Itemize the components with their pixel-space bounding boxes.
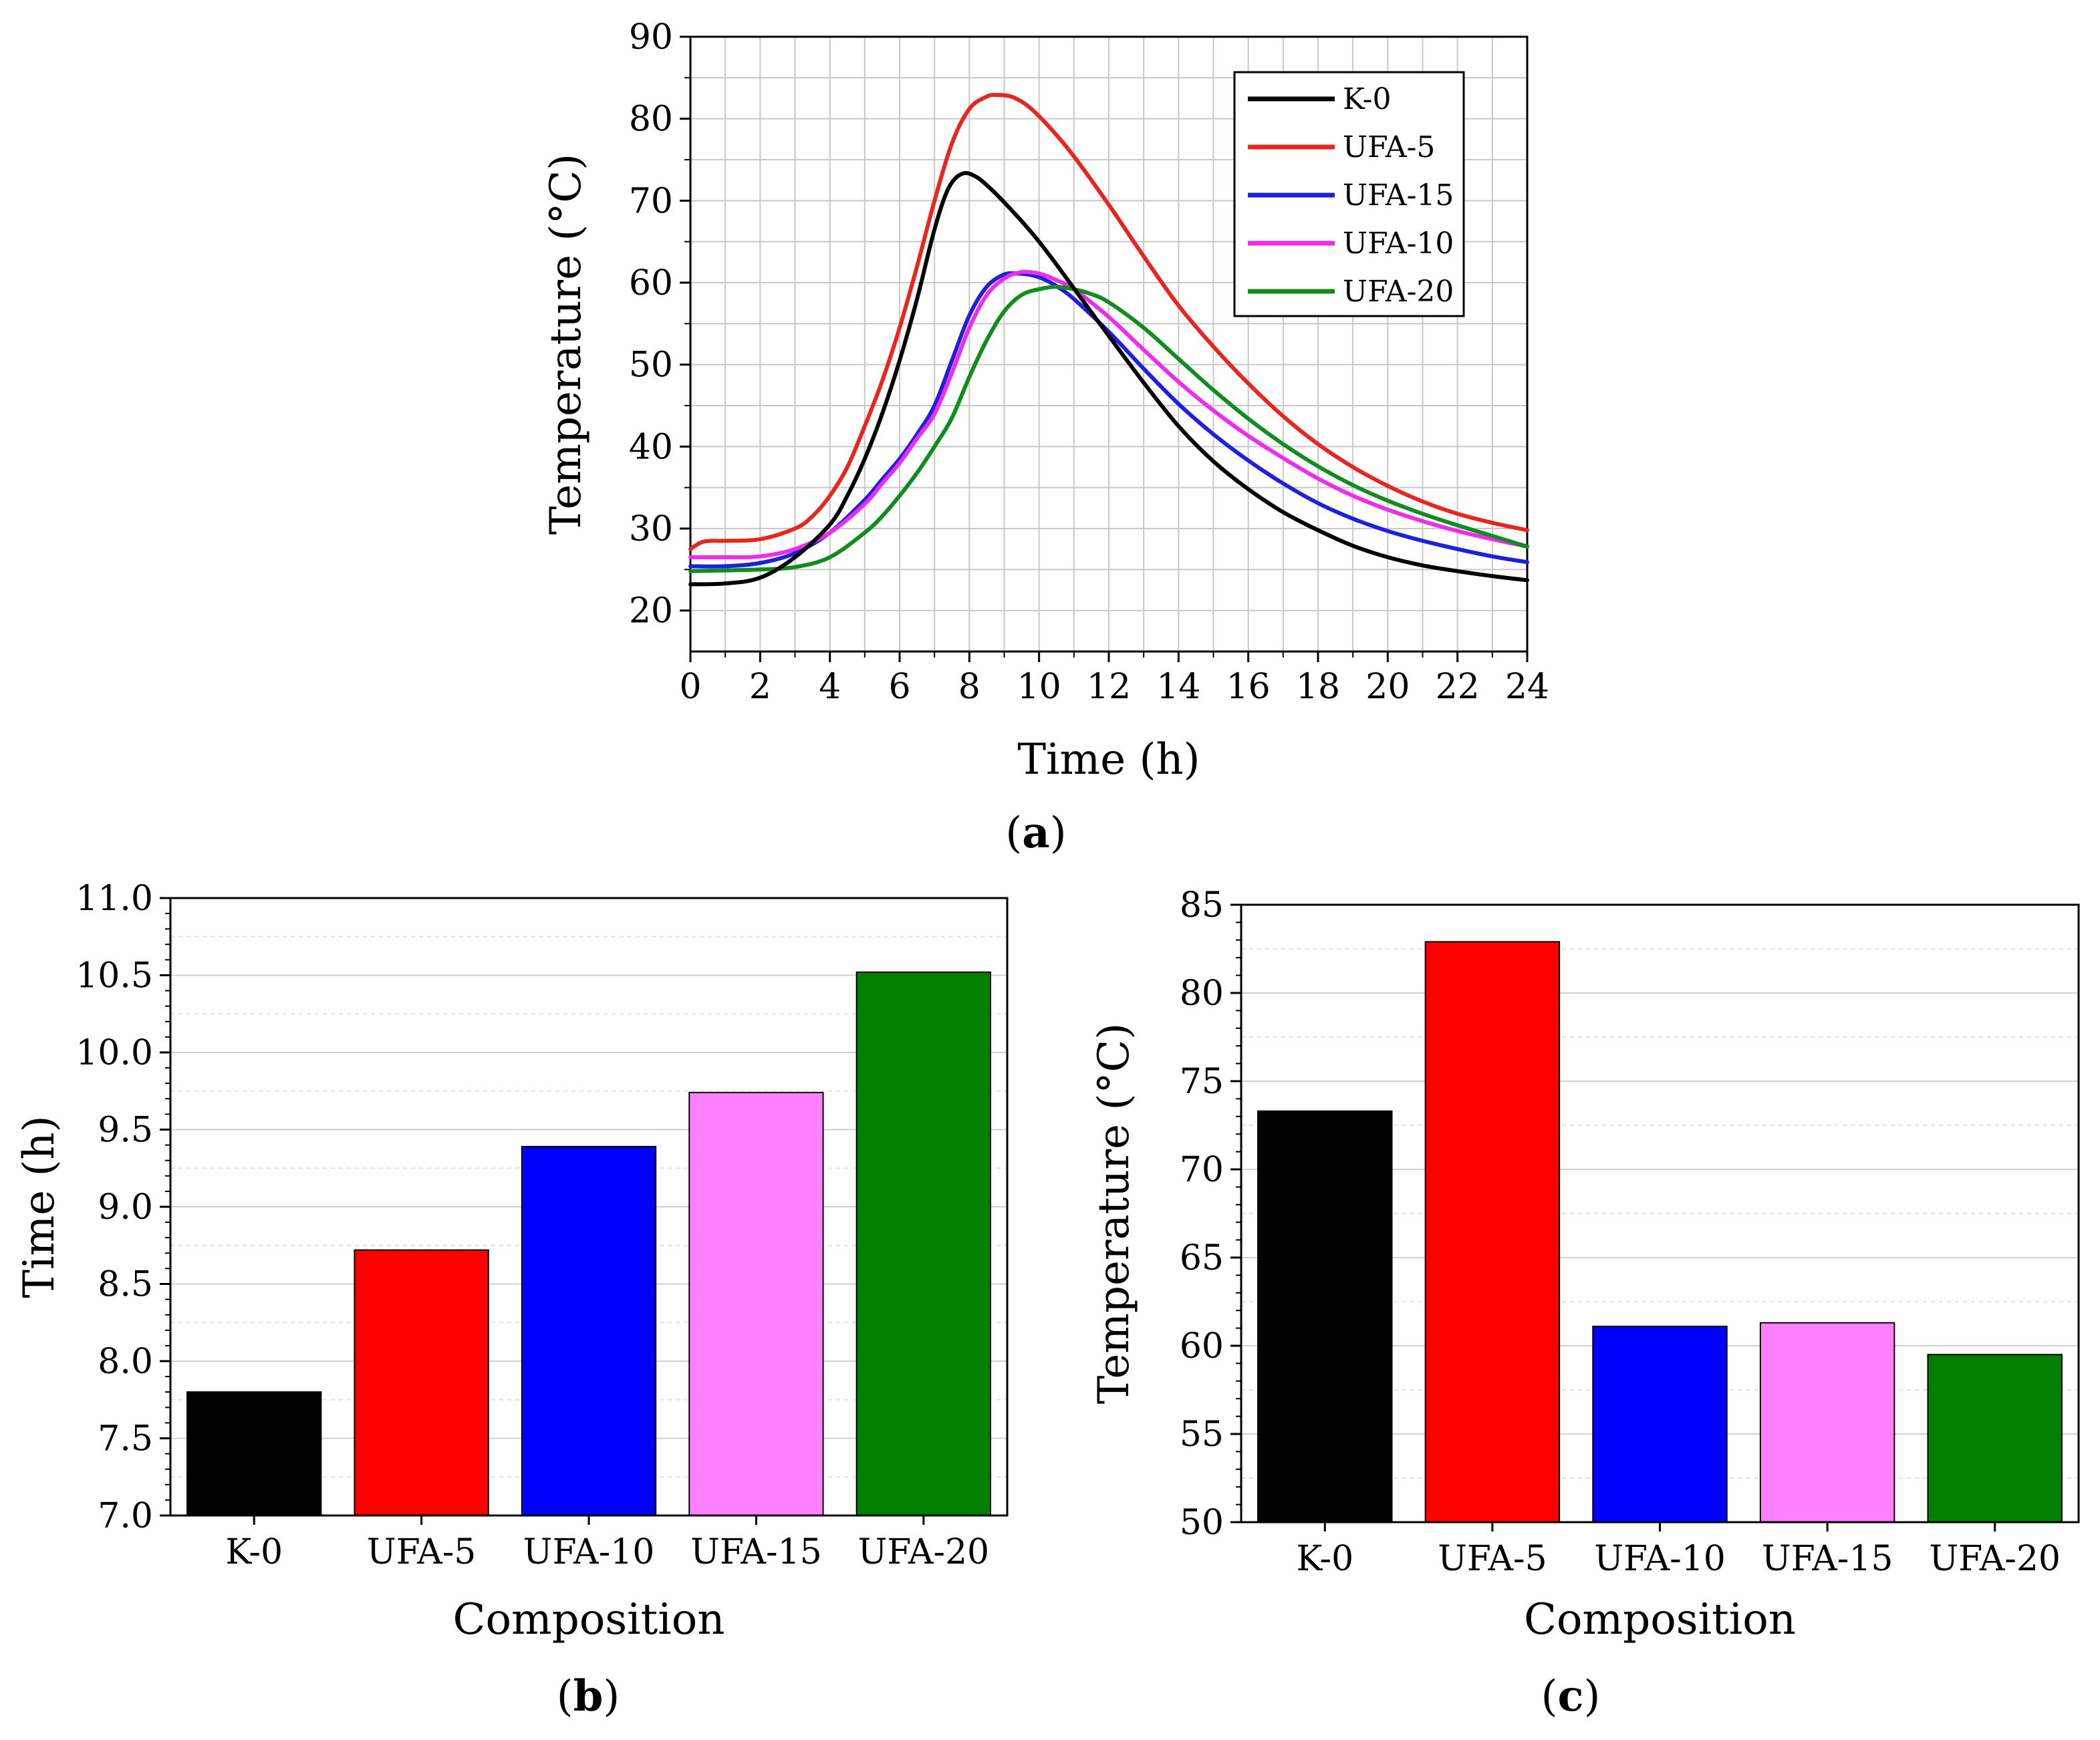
y-tick-label: 30 xyxy=(629,509,673,549)
x-tick-label: 8 xyxy=(958,667,980,707)
x-tick-label: 4 xyxy=(819,667,841,707)
x-tick-label-ufa-5: UFA-5 xyxy=(1438,1539,1547,1579)
series-line-ufa-20 xyxy=(688,285,1529,573)
paren-open: ( xyxy=(1005,809,1022,858)
bar-ufa-15 xyxy=(688,1092,824,1517)
y-axis-title: Time (h) xyxy=(15,1115,64,1298)
y-tick-label: 90 xyxy=(629,17,673,57)
x-tick-label: 12 xyxy=(1087,667,1131,707)
x-tick-label: 18 xyxy=(1296,667,1340,707)
y-tick-label: 9.0 xyxy=(98,1187,153,1227)
legend-label-ufa-5: UFA-5 xyxy=(1343,130,1435,164)
panel-label-b: (b) xyxy=(557,1671,620,1721)
y-tick-label: 70 xyxy=(1180,1150,1224,1190)
bar-ufa-20 xyxy=(1927,1354,2063,1523)
x-tick-label-ufa-20: UFA-20 xyxy=(1929,1539,2061,1579)
y-tick-label: 10.5 xyxy=(76,956,153,996)
y-tick-label: 50 xyxy=(1180,1503,1224,1543)
panel-letter: a xyxy=(1022,808,1049,858)
paren-close: ) xyxy=(603,1672,620,1721)
y-tick-label: 80 xyxy=(1180,974,1224,1014)
y-tick-label: 85 xyxy=(1180,885,1224,925)
panel-c-bar-chart: K-0 UFA-5 UFA-10 UFA-15 UFA-20 50 55 60 65 70 75 80… xyxy=(1089,885,2080,1721)
y-tick-label: 7.5 xyxy=(98,1419,153,1459)
bar-ufa-10 xyxy=(521,1145,657,1517)
x-tick-label: 14 xyxy=(1156,667,1200,707)
series-line-ufa-15 xyxy=(688,271,1529,569)
panel-b-bar-chart: K-0 UFA-5 UFA-10 UFA-15 UFA-20 7.0 7.5 8.0 8.5 9.… xyxy=(15,879,1009,1721)
y-tick-label: 50 xyxy=(629,345,673,386)
panel-letter: b xyxy=(573,1671,604,1721)
bar-ufa-15 xyxy=(1759,1322,1895,1524)
y-tick-label: 60 xyxy=(629,263,673,303)
panel-label-a: (a) xyxy=(1005,808,1066,858)
panel-a-line-chart: 0 2 4 6 8 10 12 14 16 18 20 22 242030405060708090Tim… xyxy=(541,17,1549,858)
y-tick-label: 55 xyxy=(1180,1415,1224,1455)
paren-close: ) xyxy=(1050,809,1067,858)
y-tick-label: 8.0 xyxy=(98,1342,153,1382)
y-tick-label: 11.0 xyxy=(76,879,153,919)
bar-k-0 xyxy=(186,1391,322,1516)
series-line-ufa-5 xyxy=(688,92,1529,551)
x-tick-label-k-0: K-0 xyxy=(225,1532,283,1572)
x-tick-label: 16 xyxy=(1226,667,1271,707)
legend-label-k-0: K-0 xyxy=(1343,82,1392,116)
y-tick-label: 80 xyxy=(629,100,673,140)
x-tick-label: 22 xyxy=(1436,667,1480,707)
y-tick-label: 20 xyxy=(629,591,673,631)
x-tick-label: 24 xyxy=(1505,667,1549,707)
series-line-k-0 xyxy=(688,170,1529,587)
series-line-ufa-10 xyxy=(688,269,1529,560)
paren-open: ( xyxy=(1541,1672,1558,1721)
legend-label-ufa-10: UFA-10 xyxy=(1343,227,1454,261)
y-tick-label: 8.5 xyxy=(98,1265,153,1305)
x-tick-label: 20 xyxy=(1365,667,1410,707)
x-tick-label-ufa-15: UFA-15 xyxy=(1762,1539,1893,1579)
x-tick-label: 10 xyxy=(1017,667,1061,707)
y-tick-label: 7.0 xyxy=(98,1496,153,1536)
legend-label-ufa-20: UFA-20 xyxy=(1343,275,1454,309)
y-tick-label: 9.5 xyxy=(98,1111,153,1151)
x-axis-title: Composition xyxy=(453,1595,725,1644)
plot-frame xyxy=(1240,903,2080,1524)
x-tick-label: 2 xyxy=(749,667,771,707)
y-tick-label: 65 xyxy=(1180,1238,1224,1278)
y-tick-label: 40 xyxy=(629,427,673,467)
panel-label-c: (c) xyxy=(1541,1671,1601,1721)
paren-close: ) xyxy=(1583,1672,1600,1721)
bar-k-0 xyxy=(1257,1110,1393,1523)
bar-ufa-20 xyxy=(856,971,991,1516)
x-tick-label: 0 xyxy=(679,667,701,707)
y-axis-title: Temperature (°C) xyxy=(1089,1023,1139,1405)
x-tick-label-ufa-10: UFA-10 xyxy=(523,1532,655,1572)
x-tick-label: 6 xyxy=(888,667,910,707)
x-axis-title: Composition xyxy=(1524,1595,1796,1644)
paren-open: ( xyxy=(557,1672,573,1721)
bar-ufa-5 xyxy=(1424,941,1561,1523)
y-tick-label: 75 xyxy=(1180,1062,1224,1102)
panel-letter: c xyxy=(1558,1671,1584,1721)
y-axis-title: Temperature (°C) xyxy=(541,154,591,535)
x-tick-label-k-0: K-0 xyxy=(1296,1539,1353,1579)
x-tick-label-ufa-15: UFA-15 xyxy=(690,1532,822,1572)
x-axis-title: Time (h) xyxy=(1017,735,1200,784)
y-tick-label: 10.0 xyxy=(76,1033,153,1073)
x-tick-label-ufa-20: UFA-20 xyxy=(858,1532,989,1572)
bar-ufa-5 xyxy=(354,1249,489,1517)
bar-ufa-10 xyxy=(1592,1325,1728,1523)
legend-label-ufa-15: UFA-15 xyxy=(1343,178,1454,212)
y-tick-label: 70 xyxy=(629,181,673,221)
x-tick-label-ufa-10: UFA-10 xyxy=(1594,1539,1726,1579)
y-tick-label: 60 xyxy=(1180,1326,1224,1366)
x-tick-label-ufa-5: UFA-5 xyxy=(367,1532,477,1572)
